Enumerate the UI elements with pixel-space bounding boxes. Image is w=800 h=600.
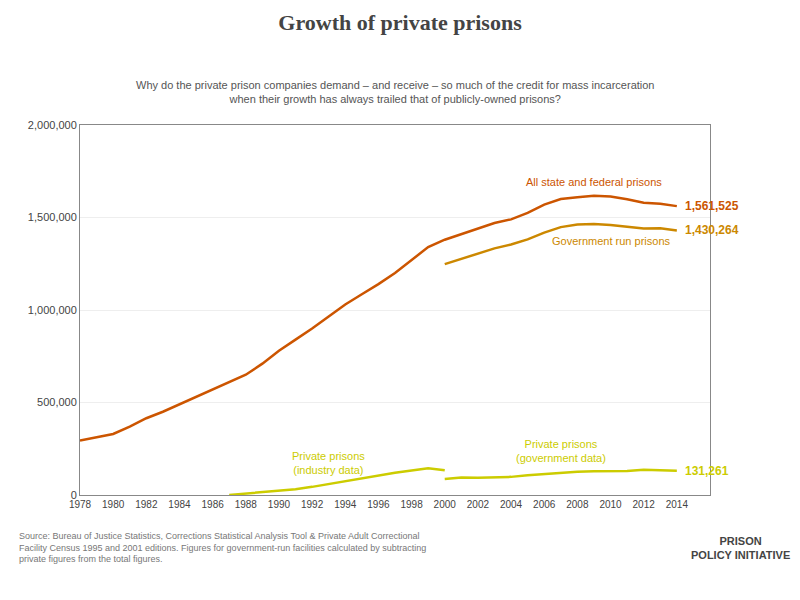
svg-text:131,261: 131,261 (685, 464, 729, 478)
svg-text:2002: 2002 (467, 499, 490, 510)
svg-text:1996: 1996 (367, 499, 390, 510)
svg-text:2012: 2012 (633, 499, 656, 510)
svg-text:Government run prisons: Government run prisons (552, 235, 670, 247)
svg-text:1980: 1980 (102, 499, 125, 510)
svg-text:Source: Bureau of Justice Stat: Source: Bureau of Justice Statistics, Co… (19, 531, 426, 564)
svg-text:Private prisons(government dat: Private prisons(government data) (516, 438, 606, 464)
svg-text:1992: 1992 (301, 499, 324, 510)
svg-text:2014: 2014 (666, 499, 689, 510)
svg-text:1982: 1982 (135, 499, 158, 510)
svg-text:2006: 2006 (533, 499, 556, 510)
svg-text:1978: 1978 (69, 499, 92, 510)
svg-text:1998: 1998 (400, 499, 423, 510)
svg-text:1,500,000: 1,500,000 (28, 211, 77, 223)
svg-text:1,000,000: 1,000,000 (28, 304, 77, 316)
svg-text:2010: 2010 (599, 499, 622, 510)
svg-text:Growth of private prisons: Growth of private prisons (278, 10, 522, 35)
svg-text:All state and federal prisons: All state and federal prisons (526, 176, 662, 188)
svg-text:2,000,000: 2,000,000 (28, 119, 77, 131)
svg-text:Private prisons(industry data): Private prisons(industry data) (292, 450, 365, 476)
svg-text:2000: 2000 (434, 499, 457, 510)
svg-text:PRISONPOLICY INITIATIVE: PRISONPOLICY INITIATIVE (691, 535, 790, 561)
svg-text:1,561,525: 1,561,525 (685, 199, 739, 213)
svg-text:1,430,264: 1,430,264 (685, 223, 739, 237)
svg-text:500,000: 500,000 (37, 396, 77, 408)
svg-text:Why do the private prison comp: Why do the private prison companies dema… (136, 79, 654, 105)
svg-text:0: 0 (71, 489, 77, 501)
svg-text:1984: 1984 (168, 499, 191, 510)
svg-text:2008: 2008 (566, 499, 589, 510)
svg-text:1986: 1986 (202, 499, 225, 510)
svg-text:1988: 1988 (235, 499, 258, 510)
svg-text:1994: 1994 (334, 499, 357, 510)
svg-text:1990: 1990 (268, 499, 291, 510)
svg-text:2004: 2004 (500, 499, 523, 510)
